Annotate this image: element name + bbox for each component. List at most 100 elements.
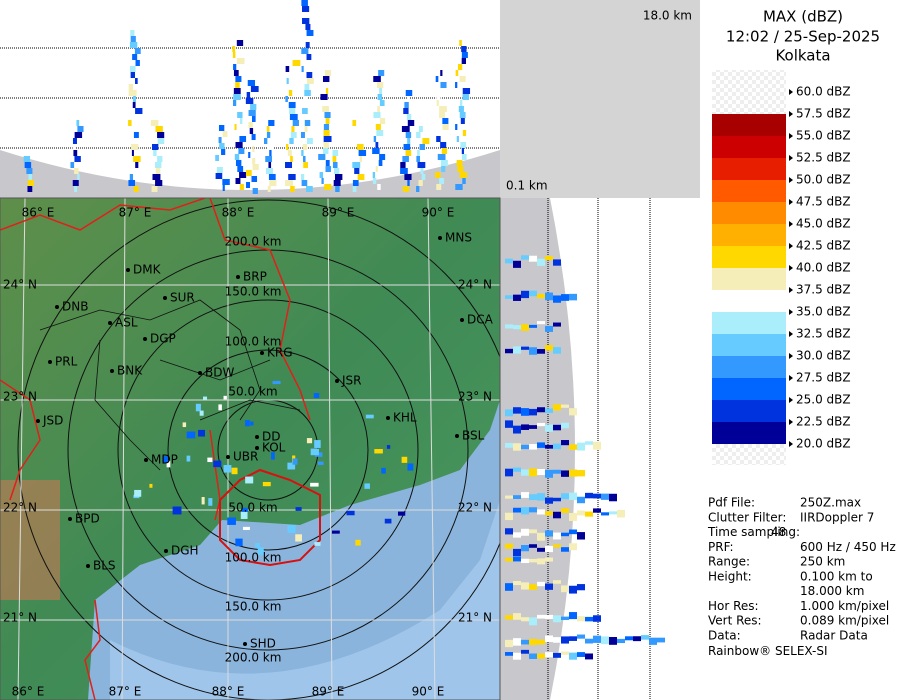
echo bbox=[251, 134, 256, 140]
echo bbox=[545, 469, 553, 478]
echo bbox=[375, 124, 381, 130]
lon-label: 88° E bbox=[212, 685, 245, 699]
echo bbox=[458, 106, 464, 112]
range-rings bbox=[17, 199, 500, 700]
echo bbox=[375, 166, 378, 172]
echo bbox=[267, 186, 271, 192]
echo bbox=[154, 162, 162, 168]
echo bbox=[301, 0, 308, 6]
city-dot bbox=[144, 458, 148, 462]
corner bbox=[500, 0, 700, 198]
echo bbox=[135, 108, 143, 114]
city-dot bbox=[108, 321, 112, 325]
echo bbox=[239, 136, 247, 142]
lon-label: 86° E bbox=[12, 685, 45, 699]
legend-label: 52.5 dBZ bbox=[796, 151, 851, 165]
echo bbox=[569, 585, 577, 594]
echo bbox=[545, 292, 553, 301]
echo bbox=[585, 492, 593, 499]
echo bbox=[513, 260, 521, 268]
echo bbox=[150, 120, 159, 126]
echo bbox=[332, 162, 338, 168]
echo bbox=[306, 60, 309, 66]
echo bbox=[440, 142, 447, 148]
echo bbox=[129, 138, 138, 144]
echo bbox=[304, 120, 311, 126]
lon-label: 89° E bbox=[312, 685, 345, 699]
echo bbox=[397, 511, 406, 516]
legend-swatch bbox=[712, 422, 786, 444]
sea bbox=[88, 400, 500, 700]
legend-label: 50.0 dBZ bbox=[796, 173, 851, 187]
city-dot bbox=[163, 296, 167, 300]
height-bottom: 0.1 km bbox=[506, 179, 548, 193]
echo bbox=[248, 152, 251, 158]
legend-swatch bbox=[712, 202, 786, 224]
echo bbox=[505, 652, 513, 656]
echo bbox=[287, 462, 296, 470]
echo bbox=[633, 636, 641, 642]
echo bbox=[198, 429, 205, 437]
echo bbox=[513, 346, 521, 354]
city-label: KHL bbox=[393, 411, 417, 425]
echo bbox=[310, 482, 319, 487]
echo bbox=[72, 144, 76, 150]
echo bbox=[285, 96, 288, 102]
echo bbox=[255, 543, 260, 548]
echo bbox=[357, 132, 361, 138]
echo bbox=[456, 160, 463, 166]
legend-swatch bbox=[712, 158, 786, 180]
echo bbox=[521, 492, 529, 498]
echo bbox=[295, 534, 302, 542]
echo bbox=[132, 54, 138, 60]
echo bbox=[323, 124, 329, 130]
echo bbox=[529, 408, 537, 416]
echo bbox=[234, 154, 240, 160]
echo bbox=[553, 443, 561, 450]
echo bbox=[372, 178, 377, 184]
city-dot bbox=[438, 236, 442, 240]
echo bbox=[553, 497, 561, 502]
echo bbox=[545, 511, 553, 516]
info-label: Pdf File: bbox=[708, 496, 755, 510]
echo bbox=[303, 162, 308, 168]
echo bbox=[267, 144, 274, 150]
info-label: Data: bbox=[708, 628, 741, 642]
legend-tick bbox=[789, 199, 793, 205]
legend-label: 45.0 dBZ bbox=[796, 217, 851, 231]
city-label: MDP bbox=[151, 453, 178, 467]
echo bbox=[386, 445, 391, 449]
echo bbox=[288, 90, 293, 96]
echo bbox=[521, 528, 529, 536]
info-value: 0.089 km/pixel bbox=[800, 614, 889, 628]
echo bbox=[537, 293, 545, 299]
echo bbox=[461, 154, 467, 160]
echo bbox=[521, 544, 529, 552]
echo bbox=[593, 508, 601, 513]
echo bbox=[319, 172, 324, 178]
echo bbox=[289, 84, 293, 90]
echo bbox=[617, 509, 625, 518]
lon-label: 87° E bbox=[109, 685, 142, 699]
echo bbox=[379, 100, 385, 106]
echo bbox=[577, 496, 585, 504]
echo bbox=[222, 179, 230, 185]
sea-shallow bbox=[110, 500, 500, 700]
echo bbox=[242, 526, 250, 531]
echo bbox=[245, 420, 250, 427]
echo bbox=[577, 510, 585, 516]
city-label: JSR bbox=[341, 374, 362, 388]
echo bbox=[233, 70, 239, 76]
echo bbox=[266, 132, 271, 138]
echo bbox=[135, 114, 142, 120]
echo bbox=[569, 408, 577, 416]
echo bbox=[318, 154, 326, 160]
echo bbox=[246, 182, 251, 188]
legend-swatch bbox=[712, 378, 786, 400]
echo bbox=[26, 168, 33, 174]
echo bbox=[237, 166, 244, 172]
echo bbox=[219, 143, 225, 149]
echo bbox=[561, 636, 569, 644]
